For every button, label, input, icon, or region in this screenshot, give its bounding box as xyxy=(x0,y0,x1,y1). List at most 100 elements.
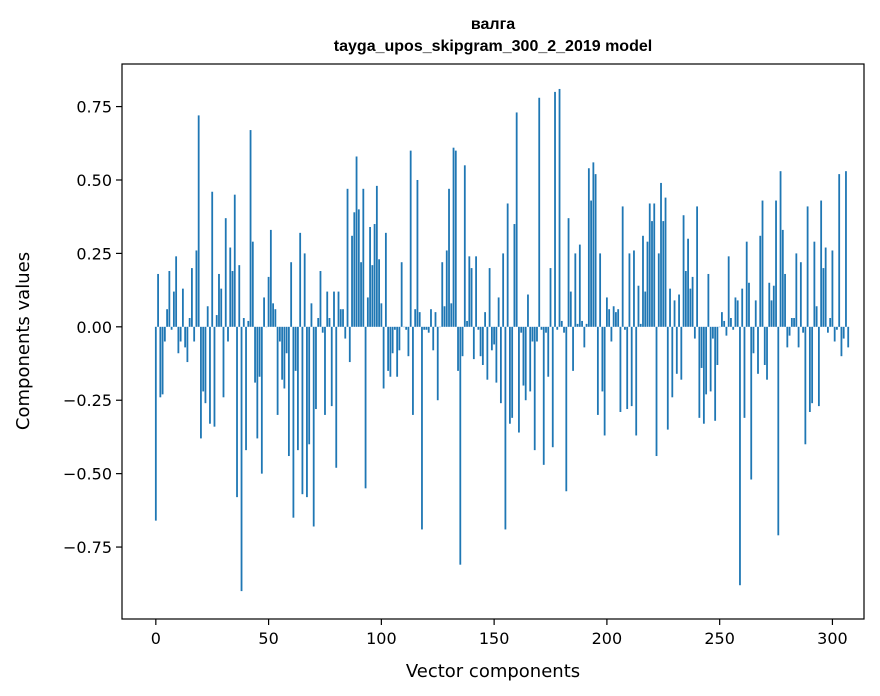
bar-83 xyxy=(342,309,344,327)
bar-81 xyxy=(337,291,340,327)
bar-297 xyxy=(824,247,827,327)
bar-68 xyxy=(308,326,311,445)
bar-265 xyxy=(752,326,755,354)
bar-158 xyxy=(511,326,514,418)
bar-124 xyxy=(434,312,437,327)
bar-6 xyxy=(168,271,171,327)
bar-29 xyxy=(220,288,223,327)
bar-14 xyxy=(186,326,189,363)
bar-245 xyxy=(707,273,710,327)
bar-202 xyxy=(610,326,613,342)
bar-7 xyxy=(170,326,173,330)
bar-207 xyxy=(621,206,624,327)
bar-71 xyxy=(315,326,317,410)
bar-187 xyxy=(576,323,579,327)
chart-title-line-1: валга xyxy=(471,16,515,33)
bar-18 xyxy=(195,250,198,327)
bar-229 xyxy=(671,326,674,398)
bar-294 xyxy=(817,326,820,407)
bar-103 xyxy=(387,326,390,371)
y-tick-label: 0.50 xyxy=(76,171,112,190)
bar-93 xyxy=(364,326,367,489)
y-axis-label: Components values xyxy=(13,252,34,430)
bar-102 xyxy=(384,232,387,327)
bar-66 xyxy=(303,253,306,327)
bar-156 xyxy=(506,203,509,327)
bar-292 xyxy=(813,241,816,327)
bar-142 xyxy=(475,256,477,327)
bar-38 xyxy=(240,326,243,592)
bar-24 xyxy=(209,326,211,424)
bar-43 xyxy=(251,241,254,327)
bar-73 xyxy=(319,271,322,327)
bar-168 xyxy=(533,326,536,451)
bar-286 xyxy=(799,262,802,327)
bar-276 xyxy=(777,326,780,536)
bar-112 xyxy=(407,326,410,357)
bar-157 xyxy=(509,326,511,424)
bar-289 xyxy=(806,206,809,327)
x-tick-label: 100 xyxy=(366,629,397,648)
bar-153 xyxy=(499,326,502,404)
bar-51 xyxy=(269,229,272,327)
bar-69 xyxy=(310,303,313,327)
bar-226 xyxy=(664,197,667,327)
bar-94 xyxy=(366,297,369,327)
bar-280 xyxy=(786,326,789,348)
bar-206 xyxy=(619,326,622,412)
bar-59 xyxy=(287,326,290,457)
bar-300 xyxy=(831,250,834,327)
bar-174 xyxy=(547,326,550,377)
bar-144 xyxy=(479,326,482,357)
bar-214 xyxy=(637,285,640,327)
bar-209 xyxy=(626,326,629,410)
bar-173 xyxy=(545,326,547,333)
bar-233 xyxy=(680,326,683,380)
bar-191 xyxy=(585,323,588,327)
bar-92 xyxy=(362,188,365,327)
bar-46 xyxy=(258,326,261,377)
bar-101 xyxy=(382,326,385,389)
bar-56 xyxy=(281,326,284,380)
bar-217 xyxy=(644,291,647,327)
bar-85 xyxy=(346,188,349,327)
bar-19 xyxy=(197,115,200,327)
bar-167 xyxy=(531,326,534,342)
bar-67 xyxy=(306,326,308,498)
bar-169 xyxy=(536,326,538,342)
bar-231 xyxy=(675,326,678,374)
bar-162 xyxy=(520,326,523,333)
bar-166 xyxy=(529,326,532,392)
bar-1 xyxy=(157,273,159,327)
bar-123 xyxy=(432,326,435,351)
bar-143 xyxy=(477,326,480,330)
bar-54 xyxy=(276,326,279,415)
bar-240 xyxy=(696,206,698,327)
x-axis-label: Vector components xyxy=(406,661,580,682)
bar-287 xyxy=(802,326,804,333)
bar-298 xyxy=(827,326,829,333)
bar-182 xyxy=(565,326,568,492)
bar-141 xyxy=(472,326,475,360)
bar-11 xyxy=(179,326,182,342)
bar-210 xyxy=(628,253,631,327)
bar-199 xyxy=(603,326,606,436)
bar-4 xyxy=(163,326,166,342)
bar-270 xyxy=(763,326,766,365)
y-tick-label: 0.75 xyxy=(76,98,112,117)
bar-8 xyxy=(172,291,175,327)
y-tick-label: −0.75 xyxy=(63,538,112,557)
bar-77 xyxy=(328,318,331,327)
bar-34 xyxy=(231,271,234,327)
bar-136 xyxy=(461,326,464,357)
bar-23 xyxy=(206,306,209,327)
bar-203 xyxy=(612,306,615,327)
bar-130 xyxy=(448,188,450,327)
bar-139 xyxy=(468,256,471,327)
bar-172 xyxy=(542,326,545,465)
bar-178 xyxy=(556,326,559,330)
bar-192 xyxy=(587,168,590,327)
bar-128 xyxy=(443,306,446,327)
bar-149 xyxy=(490,326,493,351)
bar-213 xyxy=(635,326,638,436)
